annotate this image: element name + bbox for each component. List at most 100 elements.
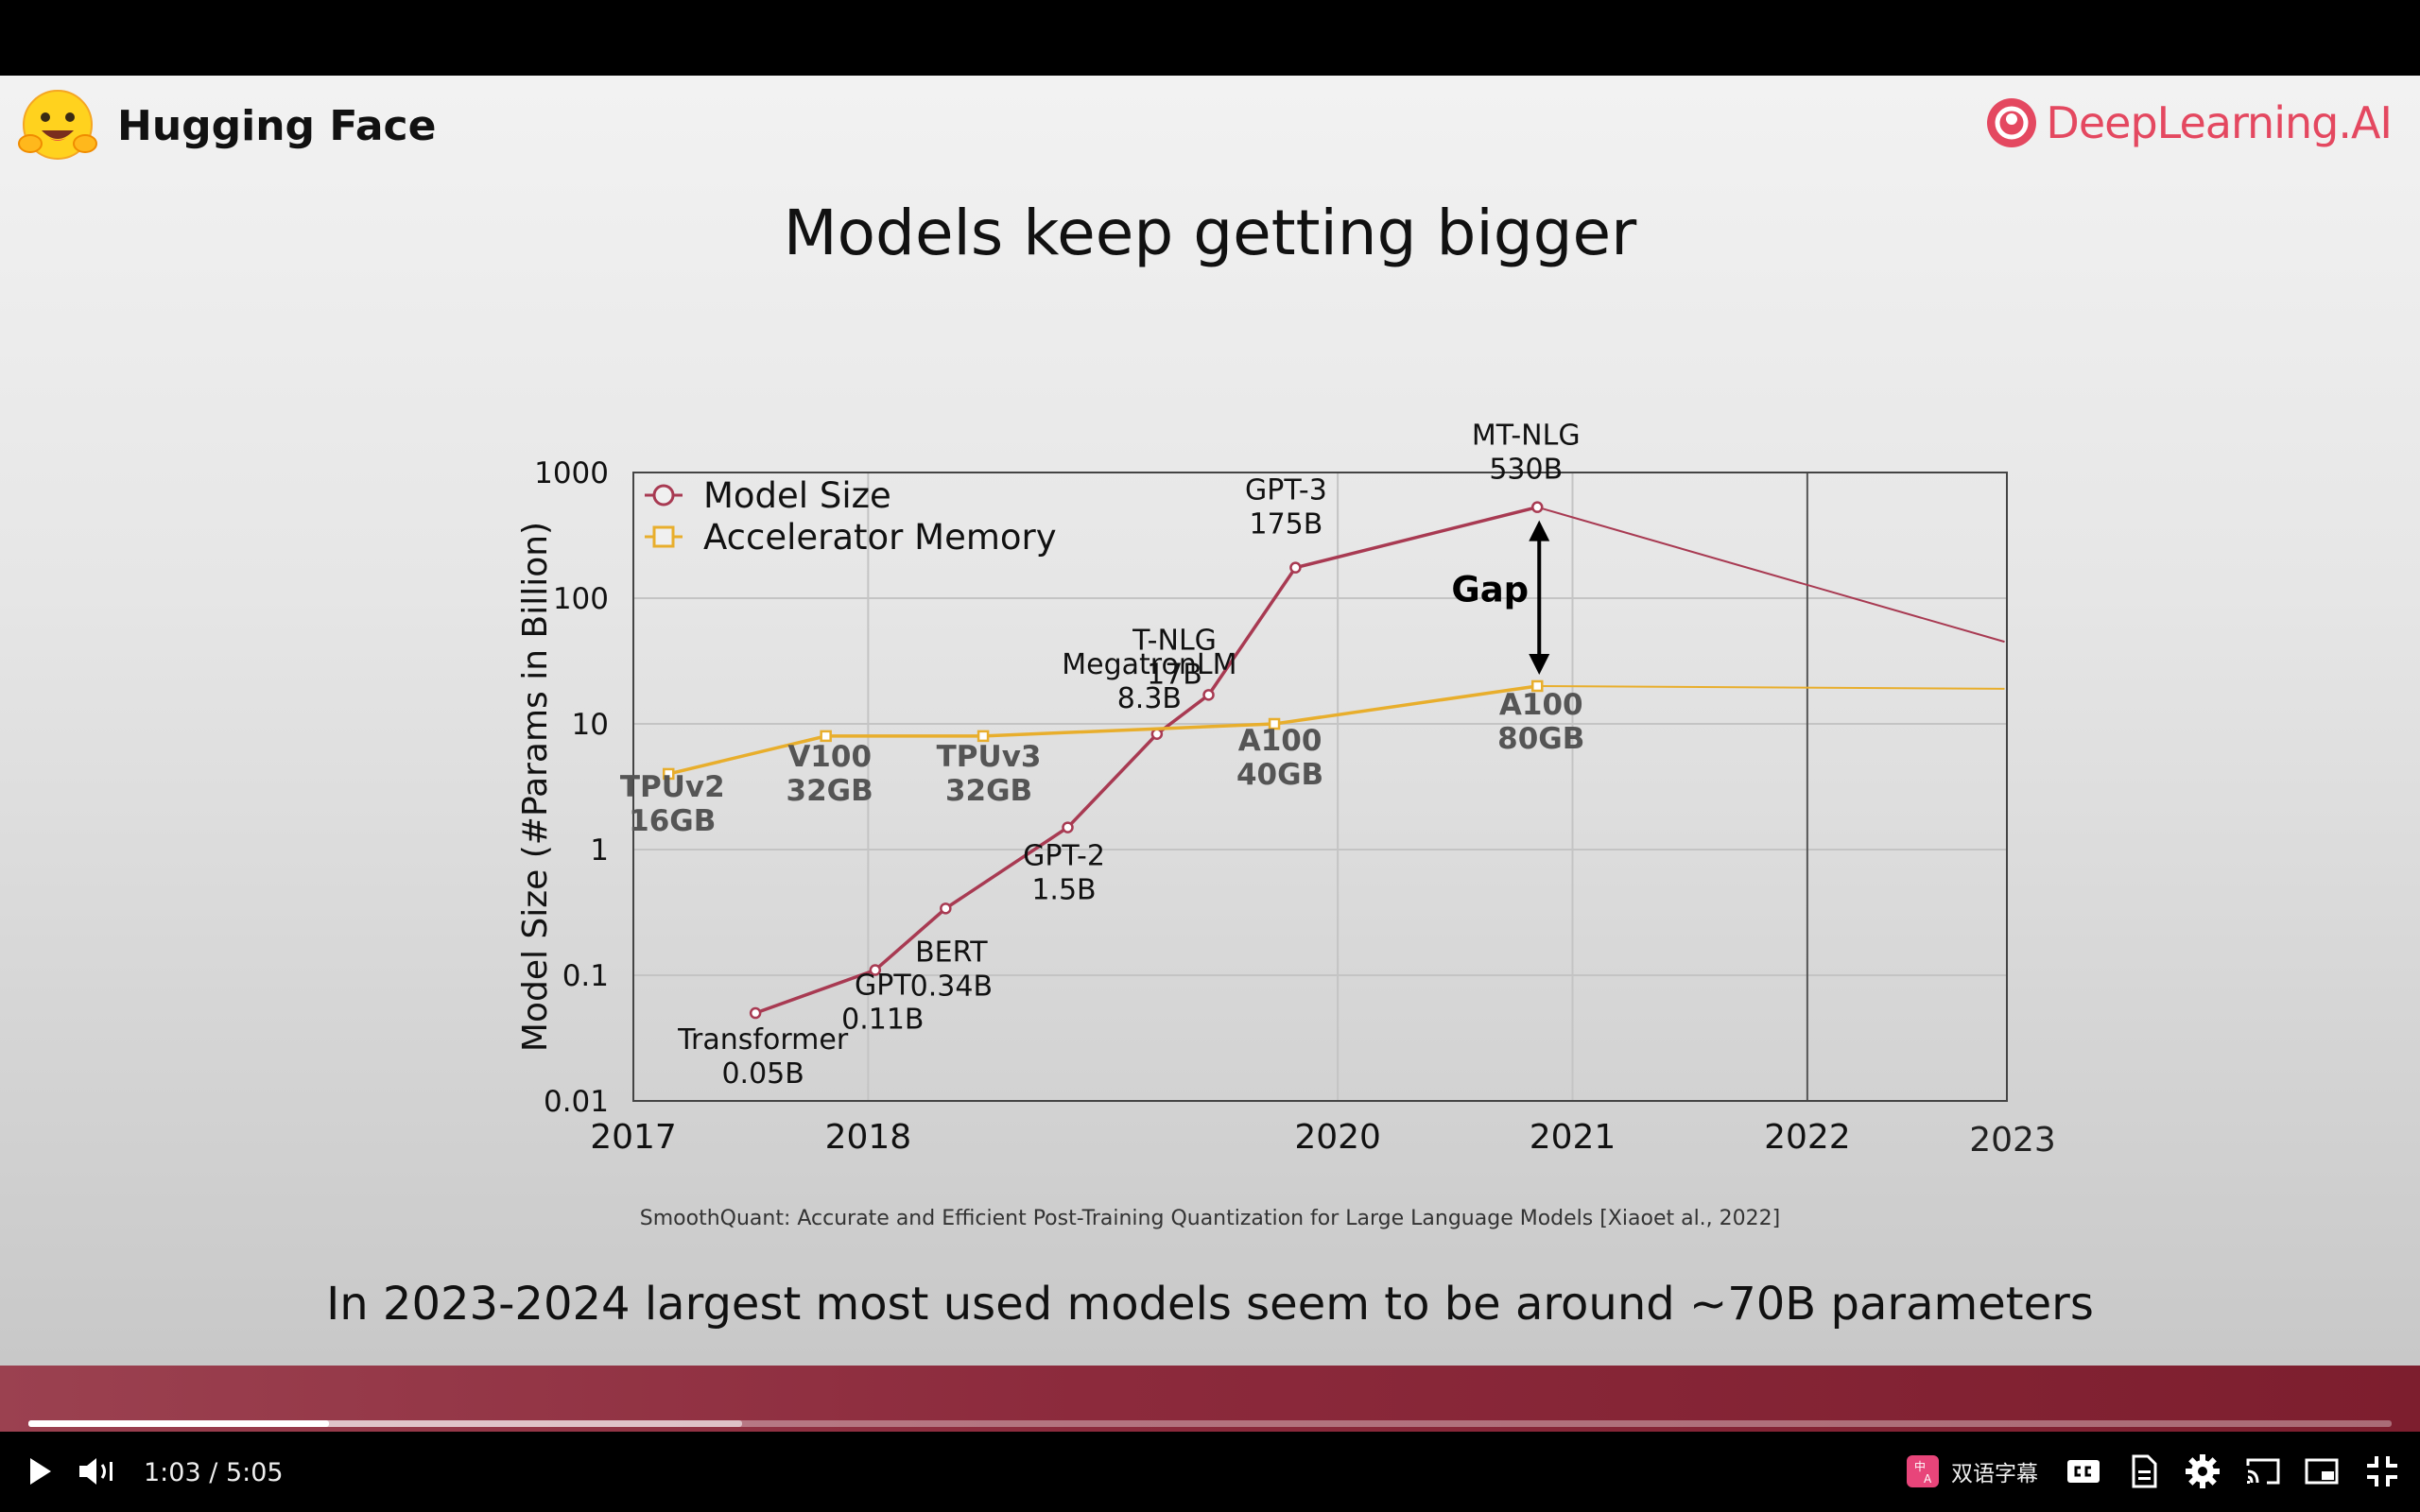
point-label: MegatronLM 8.3B <box>1062 648 1236 715</box>
slide-bottom-band <box>0 1366 2420 1441</box>
progress-buffered <box>28 1420 742 1427</box>
data-point <box>1530 679 1544 693</box>
video-controls: 1:03 / 5:05 中 A 双语字幕 <box>0 1432 2420 1512</box>
data-point <box>749 1006 762 1020</box>
fullscreen-button[interactable] <box>2363 1451 2401 1492</box>
chart-axes: 0.01 0.1 1 10 100 1000 2017 2018 2020 2021 2022 202… <box>516 456 2056 1160</box>
model-size-chart: 0.01 0.1 1 10 100 1000 2017 2018 2020 2021 2022 202… <box>516 420 2056 1160</box>
cast-button[interactable] <box>2244 1451 2282 1492</box>
point-label: A100 40GB <box>1236 724 1323 792</box>
x-tick-label: 2022 <box>1764 1118 1851 1157</box>
dual-subtitle-button[interactable]: 中 A 双语字幕 <box>1906 1451 2038 1492</box>
duration: 5:05 <box>225 1458 284 1487</box>
series-line <box>754 505 1538 1015</box>
y-tick-label: 0.01 <box>544 1085 609 1119</box>
point-label: MT-NLG 530B <box>1472 420 1581 487</box>
legend-marker <box>652 484 675 507</box>
series-trend-line <box>1536 506 2005 644</box>
transcript-button[interactable] <box>2125 1451 2163 1492</box>
point-label-line: BERT <box>915 936 988 969</box>
y-tick-label: 100 <box>553 582 609 616</box>
point-label: A100 80GB <box>1497 688 1584 756</box>
data-point <box>977 730 990 743</box>
gap-arrow-head-up <box>1529 520 1550 541</box>
hugging-face-emoji-icon <box>18 90 97 160</box>
data-point <box>1289 561 1302 574</box>
play-button[interactable] <box>21 1451 59 1492</box>
video-progress-bar[interactable] <box>28 1420 2392 1427</box>
point-label-line: 8.3B <box>1117 682 1182 715</box>
point-label-line: 0.11B <box>841 1003 924 1036</box>
point-label: GPT 0.11B <box>841 969 924 1036</box>
slide-title: Models keep getting bigger <box>783 197 1637 269</box>
dual-subtitle-label: 双语字幕 <box>1951 1462 2038 1486</box>
point-label-line: 0.05B <box>721 1057 804 1091</box>
volume-icon <box>79 1458 112 1485</box>
point-label-line: 17B <box>1147 658 1202 691</box>
cc-icon <box>2067 1460 2100 1483</box>
point-label: V100 32GB <box>786 740 873 808</box>
svg-text:中: 中 <box>1914 1459 1926 1473</box>
y-tick-label: 1000 <box>534 456 609 490</box>
point-label-line: A100 <box>1238 724 1322 758</box>
slide-caption: In 2023-2024 largest most used models se… <box>326 1278 2094 1331</box>
legend-label: Model Size <box>703 475 891 516</box>
play-icon <box>30 1458 51 1485</box>
gap-annotation: Gap <box>1451 520 1550 675</box>
point-label: BERT 0.34B <box>910 936 993 1003</box>
volume-button[interactable] <box>76 1451 119 1492</box>
time-display: 1:03 / 5:05 <box>144 1458 284 1487</box>
x-tick-label: 2020 <box>1294 1118 1381 1157</box>
data-point <box>1202 689 1215 701</box>
svg-text:A: A <box>1924 1472 1932 1486</box>
cc-button[interactable] <box>2065 1451 2102 1492</box>
point-label-line: 1.5B <box>1031 874 1096 907</box>
dual-subtitle-icon: 中 A <box>1907 1455 1939 1487</box>
fullscreen-icon <box>2367 1456 2397 1486</box>
x-tick-label: 2018 <box>825 1118 912 1157</box>
point-label-line: 175B <box>1249 508 1322 541</box>
deeplearning-ai-logo: DeepLearning.AI <box>1985 96 2393 149</box>
legend-label: Accelerator Memory <box>703 517 1057 558</box>
point-label-line: TPUv3 <box>937 740 1042 774</box>
plot-frame <box>632 472 2008 1102</box>
point-label-line: 40GB <box>1236 758 1323 792</box>
point-label-line: GPT-2 <box>1023 840 1105 873</box>
data-point <box>1150 728 1164 741</box>
y-tick-label: 10 <box>572 708 609 742</box>
x-extra-label: 2023 <box>1969 1121 2056 1160</box>
point-label-line: T-NLG <box>1132 624 1217 657</box>
cast-icon <box>2246 1458 2280 1485</box>
deeplearning-ai-mark-icon <box>1987 98 2037 147</box>
time-separator: / <box>209 1458 218 1487</box>
point-label-line: MT-NLG <box>1472 420 1581 453</box>
point-label-line: Transformer <box>677 1023 849 1057</box>
point-label-line: 530B <box>1489 454 1563 487</box>
data-point <box>869 964 882 976</box>
settings-button[interactable] <box>2184 1451 2221 1492</box>
miniplayer-icon <box>2305 1458 2339 1485</box>
point-label-line: 80GB <box>1497 722 1584 756</box>
hugging-face-logo: Hugging Face <box>17 85 436 166</box>
chart-series <box>663 501 2005 1020</box>
gap-label: Gap <box>1451 569 1529 610</box>
point-label: Transformer 0.05B <box>677 1023 849 1091</box>
hugging-face-brand-name: Hugging Face <box>117 101 437 150</box>
data-point <box>940 902 952 915</box>
x-tick-label: 2017 <box>590 1118 677 1157</box>
point-label: TPUv3 32GB <box>937 740 1042 808</box>
slide: Hugging Face DeepLearning.AI Models keep… <box>0 76 2420 1366</box>
point-label-line: TPUv2 <box>620 770 725 804</box>
deeplearning-ai-brand-name: DeepLearning.AI <box>2046 97 2393 148</box>
x-tick-label: 2021 <box>1530 1118 1616 1157</box>
point-label-line: A100 <box>1499 688 1583 722</box>
y-axis-label: Model Size (#Params in Billion) <box>516 522 555 1052</box>
point-label: GPT-3 175B <box>1245 474 1327 541</box>
point-label-line: 32GB <box>945 774 1032 808</box>
data-point <box>663 767 675 781</box>
miniplayer-button[interactable] <box>2303 1451 2341 1492</box>
y-tick-label: 1 <box>590 833 609 868</box>
legend-marker <box>652 525 675 548</box>
